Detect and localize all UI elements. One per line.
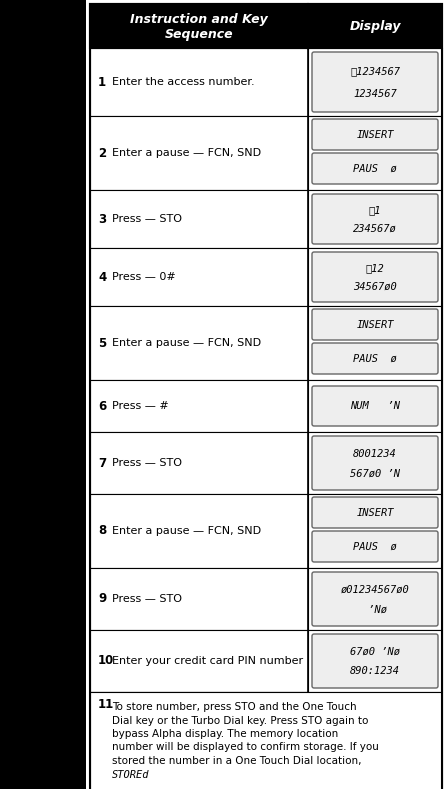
FancyBboxPatch shape — [312, 572, 438, 626]
Text: Press — STO: Press — STO — [112, 594, 182, 604]
Text: 2: 2 — [98, 147, 106, 159]
Text: NUM   ’N: NUM ’N — [350, 401, 400, 411]
Bar — [308, 248, 442, 306]
Text: 9: 9 — [98, 593, 106, 605]
Bar — [308, 494, 442, 568]
Text: Press — STO: Press — STO — [112, 458, 182, 468]
Bar — [308, 630, 442, 692]
Text: ø01234567ø0: ø01234567ø0 — [340, 585, 409, 595]
FancyBboxPatch shape — [312, 309, 438, 340]
Bar — [90, 568, 308, 630]
FancyBboxPatch shape — [312, 194, 438, 244]
Bar — [0, 0, 86, 789]
Text: 11: 11 — [98, 697, 114, 711]
Text: ’Nø: ’Nø — [362, 604, 388, 615]
Text: 8001234: 8001234 — [353, 449, 397, 458]
FancyBboxPatch shape — [312, 436, 438, 490]
Text: bypass Alpha display. The memory location: bypass Alpha display. The memory locatio… — [112, 729, 338, 739]
FancyBboxPatch shape — [312, 497, 438, 528]
Bar — [90, 190, 308, 248]
Text: 1: 1 — [98, 76, 106, 88]
Text: 67ø0 ’Nø: 67ø0 ’Nø — [350, 647, 400, 656]
Text: 5: 5 — [98, 336, 106, 350]
Text: ᠀1: ᠀1 — [369, 205, 381, 215]
Bar — [308, 48, 442, 116]
Bar — [90, 4, 442, 789]
Bar — [90, 4, 308, 48]
Text: 8: 8 — [98, 525, 106, 537]
Text: INSERT: INSERT — [356, 507, 394, 518]
Text: To store number, press STO and the One Touch: To store number, press STO and the One T… — [112, 702, 357, 712]
Bar — [308, 190, 442, 248]
Bar — [90, 494, 308, 568]
Text: Press — #: Press — # — [112, 401, 169, 411]
Text: PAUS  ø: PAUS ø — [353, 353, 397, 364]
Text: 890:1234: 890:1234 — [350, 667, 400, 676]
Bar — [90, 630, 308, 692]
Bar — [308, 116, 442, 190]
Text: 567ø0 ’N: 567ø0 ’N — [350, 469, 400, 478]
Text: Sequence: Sequence — [165, 28, 233, 40]
Bar — [308, 380, 442, 432]
Bar — [308, 306, 442, 380]
Text: ᠀12: ᠀12 — [366, 264, 384, 273]
FancyBboxPatch shape — [312, 386, 438, 426]
Bar — [90, 380, 308, 432]
Text: Press — 0#: Press — 0# — [112, 272, 176, 282]
Text: number will be displayed to confirm storage. If you: number will be displayed to confirm stor… — [112, 742, 379, 753]
Bar — [308, 4, 442, 48]
FancyBboxPatch shape — [312, 634, 438, 688]
Text: Enter a pause — FCN, SND: Enter a pause — FCN, SND — [112, 338, 261, 348]
Text: stored the number in a One Touch Dial location,: stored the number in a One Touch Dial lo… — [112, 756, 362, 766]
Text: 4: 4 — [98, 271, 106, 283]
Bar — [90, 432, 308, 494]
Text: 234567ø: 234567ø — [353, 223, 397, 234]
Text: ᠀1234567: ᠀1234567 — [350, 66, 400, 77]
Text: 7: 7 — [98, 457, 106, 469]
Bar — [308, 568, 442, 630]
FancyBboxPatch shape — [312, 52, 438, 112]
Text: Enter a pause — FCN, SND: Enter a pause — FCN, SND — [112, 526, 261, 536]
FancyBboxPatch shape — [312, 343, 438, 374]
FancyBboxPatch shape — [312, 153, 438, 184]
Bar — [90, 306, 308, 380]
Text: 6: 6 — [98, 399, 106, 413]
Text: Enter the access number.: Enter the access number. — [112, 77, 254, 87]
Bar — [90, 692, 308, 789]
Bar — [90, 692, 442, 789]
Text: Instruction and Key: Instruction and Key — [130, 13, 268, 25]
Text: Enter a pause — FCN, SND: Enter a pause — FCN, SND — [112, 148, 261, 158]
Bar — [90, 248, 308, 306]
Bar — [90, 48, 308, 116]
Text: 1234567: 1234567 — [353, 88, 397, 99]
Bar — [90, 116, 308, 190]
Text: Display: Display — [349, 20, 401, 32]
Text: 3: 3 — [98, 212, 106, 226]
FancyBboxPatch shape — [312, 531, 438, 562]
Text: Enter your credit card PIN number: Enter your credit card PIN number — [112, 656, 303, 666]
Text: 42: 42 — [13, 761, 31, 773]
Text: INSERT: INSERT — [356, 320, 394, 330]
Text: 10: 10 — [98, 655, 114, 667]
Text: Dial key or the Turbo Dial key. Press STO again to: Dial key or the Turbo Dial key. Press ST… — [112, 716, 368, 726]
Text: 34567ø0: 34567ø0 — [353, 282, 397, 292]
Text: STOREd: STOREd — [112, 769, 150, 780]
FancyBboxPatch shape — [312, 252, 438, 302]
Text: Press — STO: Press — STO — [112, 214, 182, 224]
Text: INSERT: INSERT — [356, 129, 394, 140]
FancyBboxPatch shape — [312, 119, 438, 150]
Bar — [308, 432, 442, 494]
Text: PAUS  ø: PAUS ø — [353, 163, 397, 174]
Text: PAUS  ø: PAUS ø — [353, 541, 397, 552]
